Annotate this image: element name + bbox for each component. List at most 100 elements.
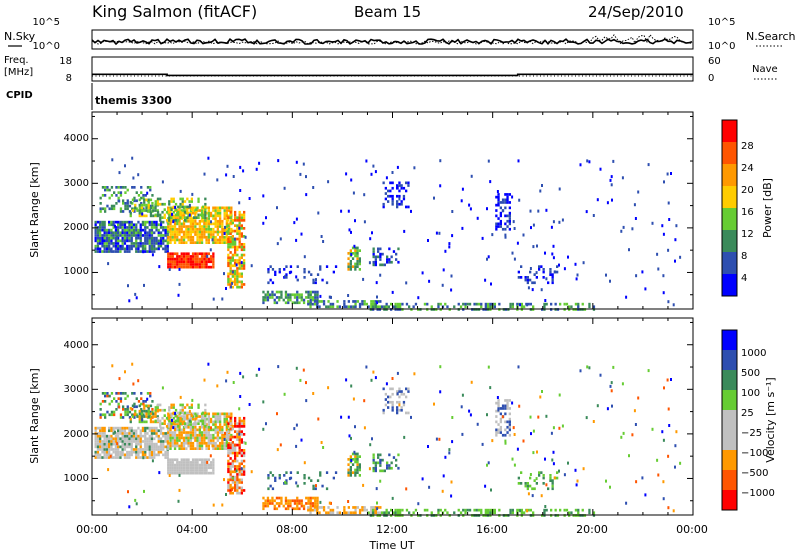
velocity-cell-1539 <box>396 406 399 409</box>
velocity-cell-505 <box>200 447 204 450</box>
power-cell-1474 <box>356 260 359 263</box>
velocity-cell-1265 <box>318 506 321 509</box>
velocity-cell-463 <box>191 444 195 448</box>
velocity-cell-1048 <box>140 409 144 413</box>
velocity-cell-912 <box>240 473 243 476</box>
velocity-cell-1200 <box>280 496 283 500</box>
velocity-cell-254 <box>148 429 151 433</box>
power-cell-334 <box>167 227 170 231</box>
velocity-cell-125 <box>119 426 122 430</box>
velocity-cell-845 <box>234 481 237 484</box>
power-noise-197 <box>439 159 442 163</box>
power-cell-1097 <box>163 208 166 211</box>
power-noise-252 <box>239 189 242 192</box>
velocity-cell-846 <box>234 478 237 482</box>
velocity-cell-736 <box>194 466 197 470</box>
power-cell-1675 <box>325 265 329 268</box>
velocity-cell-727 <box>189 461 192 464</box>
velocity-cell-1316 <box>372 508 375 512</box>
velocity-cell-22 <box>99 456 102 459</box>
power-cell-87 <box>112 242 115 245</box>
velocity-cell-330 <box>167 447 170 450</box>
power-noise-167 <box>348 228 351 232</box>
velocity-noise-114 <box>605 479 607 483</box>
velocity-cell-817 <box>229 446 232 450</box>
power-cell-1673 <box>321 278 324 282</box>
velocity-noise-31 <box>250 470 253 474</box>
velocity-cell-1054 <box>145 420 148 424</box>
power-cell-1386 <box>486 305 490 309</box>
velocity-cell-265 <box>150 432 154 435</box>
power-cell-1146 <box>186 205 189 209</box>
power-cell-548 <box>207 222 210 226</box>
power-cell-1640 <box>556 270 559 274</box>
power-noise-98 <box>633 203 636 207</box>
velocity-cell-1547 <box>398 387 401 391</box>
power-noise-212 <box>376 301 379 305</box>
velocity-noise-196 <box>365 365 368 369</box>
velocity-cell-991 <box>126 405 129 409</box>
power-noise-61 <box>203 172 206 176</box>
power-cell-1631 <box>547 281 550 285</box>
power-cell-750 <box>198 252 201 256</box>
velocity-cell-482 <box>194 420 197 424</box>
velocity-noise-98 <box>633 409 636 413</box>
power-cell-1025 <box>149 186 152 189</box>
velocity-cell-1080 <box>154 419 157 423</box>
power-cell-1445 <box>588 305 591 309</box>
power-noise-135 <box>107 262 110 266</box>
velocity-cell-24 <box>99 448 102 451</box>
velocity-cell-347 <box>169 433 172 437</box>
velocity-cell-500 <box>198 433 201 437</box>
velocity-cell-1154 <box>195 422 198 425</box>
power-cell-1328 <box>392 305 395 309</box>
velocity-cell-988 <box>126 413 129 417</box>
power-cell-629 <box>225 241 228 244</box>
velocity-cell-379 <box>176 444 179 448</box>
power-cell-1527 <box>387 189 390 193</box>
velocity-cell-117 <box>119 456 122 459</box>
power-noise-257 <box>644 287 647 291</box>
velocity-noise-162 <box>439 390 442 394</box>
power-cell-290 <box>157 234 160 237</box>
velocity-cell-1262 <box>316 508 319 512</box>
power-noise-217 <box>248 197 251 200</box>
velocity-cell-203 <box>137 440 140 443</box>
velocity-cell-1445 <box>588 511 591 515</box>
power-cell-710 <box>182 252 186 256</box>
velocity-cell-625 <box>223 420 226 424</box>
velocity-cell-808 <box>229 475 232 479</box>
velocity-cell-405 <box>180 441 183 445</box>
power-cell-1359 <box>444 302 447 306</box>
velocity-cell-1460 <box>349 455 352 458</box>
velocity-cell-714 <box>185 463 188 467</box>
velocity-noise-144 <box>320 441 323 444</box>
velocity-cell-507 <box>200 441 204 445</box>
velocity-cell-929 <box>243 470 246 474</box>
power-noise-169 <box>620 229 623 233</box>
velocity-cell-982 <box>122 392 125 395</box>
power-cell-405 <box>180 235 183 239</box>
power-cell-28 <box>99 231 102 235</box>
power-cell-126 <box>121 247 124 251</box>
power-noise-57 <box>558 263 560 267</box>
power-noise-185 <box>662 274 665 278</box>
power-cell-597 <box>219 241 222 244</box>
velocity-cell-81 <box>110 437 113 441</box>
power-cell-1634 <box>549 268 552 271</box>
velocity-noise-44 <box>531 494 534 498</box>
velocity-cell-1520 <box>382 408 385 412</box>
power-cell-1668 <box>312 278 315 282</box>
power-cell-77 <box>110 242 113 245</box>
power-cell-51 <box>103 228 106 232</box>
power-cell-341 <box>167 206 170 210</box>
velocity-cell-1287 <box>352 506 355 509</box>
velocity-cell-707 <box>182 466 186 470</box>
velocity-cell-1491 <box>374 469 377 473</box>
power-cell-1577 <box>499 222 502 226</box>
velocity-cell-1465 <box>354 474 357 477</box>
velocity-cell-775 <box>209 463 213 467</box>
power-cell-15 <box>96 239 100 243</box>
power-cell-56 <box>105 247 109 251</box>
velocity-cell-885 <box>238 486 241 490</box>
